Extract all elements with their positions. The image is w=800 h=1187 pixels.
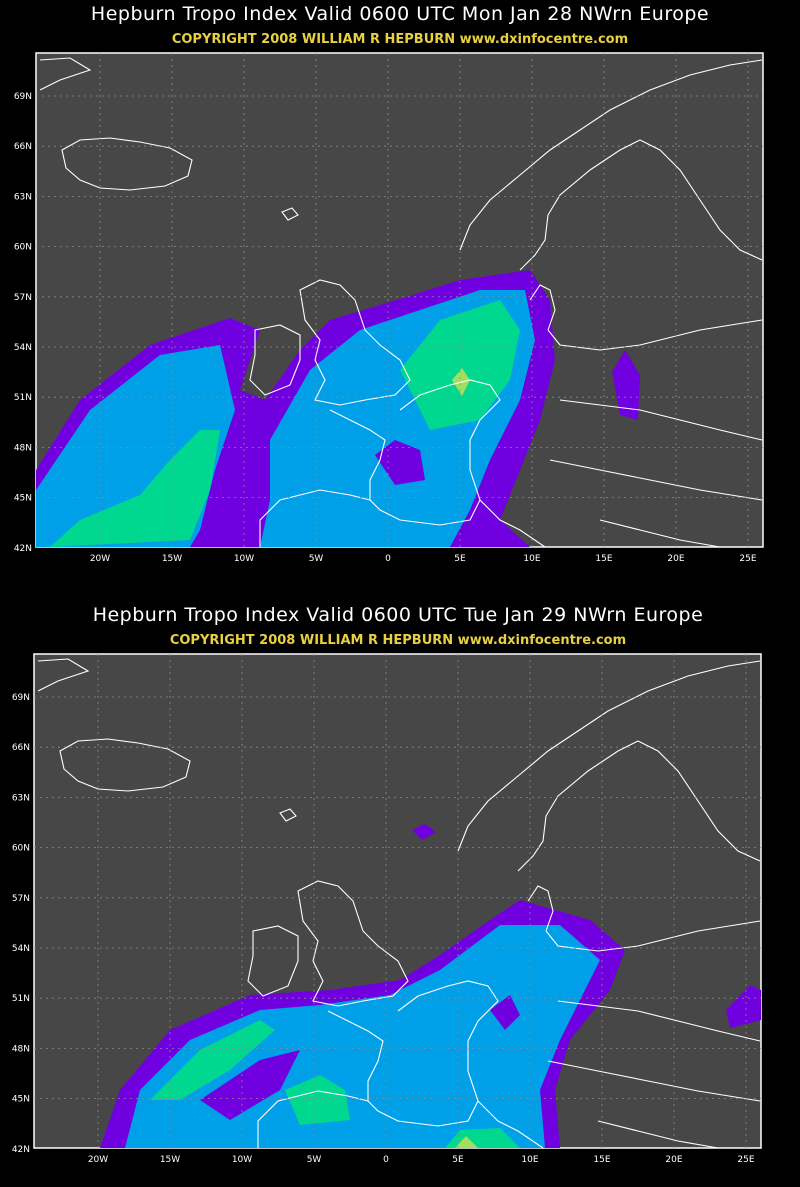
lon-label: 5E — [454, 554, 466, 564]
lat-label: 69N — [14, 92, 32, 102]
lat-label: 66N — [12, 743, 30, 753]
lat-label: 42N — [12, 1145, 30, 1155]
lon-label: 15W — [162, 554, 182, 564]
lat-label: 45N — [14, 494, 32, 504]
lon-label: 0 — [383, 1155, 389, 1165]
lon-label: 25E — [737, 1155, 754, 1165]
lon-label: 10W — [234, 554, 254, 564]
copyright: COPYRIGHT 2008 WILLIAM R HEPBURN www.dxi… — [170, 633, 626, 648]
lon-label: 15E — [593, 1155, 610, 1165]
lon-label: 10W — [232, 1155, 252, 1165]
lat-label: 51N — [12, 994, 30, 1004]
lon-label: 5W — [307, 1155, 322, 1165]
panel-title: Hepburn Tropo Index Valid 0600 UTC Tue J… — [93, 604, 704, 626]
lat-label: 63N — [12, 793, 30, 803]
lon-label: 15W — [160, 1155, 180, 1165]
lon-label: 5E — [452, 1155, 464, 1165]
panel-title: Hepburn Tropo Index Valid 0600 UTC Mon J… — [91, 3, 709, 25]
lon-label: 5W — [309, 554, 324, 564]
contours — [36, 270, 640, 547]
contours — [100, 824, 761, 1148]
lon-label: 20W — [90, 554, 110, 564]
panel: Hepburn Tropo Index Valid 0600 UTC Tue J… — [33, 604, 762, 1149]
lat-label: 63N — [14, 192, 32, 202]
lat-label: 42N — [14, 544, 32, 554]
lon-label: 0 — [385, 554, 391, 564]
lon-label: 20E — [665, 1155, 682, 1165]
lat-label: 57N — [14, 293, 32, 303]
lat-label: 54N — [12, 944, 30, 954]
lat-label: 69N — [12, 693, 30, 703]
lon-label: 10E — [521, 1155, 538, 1165]
lat-label: 48N — [14, 443, 32, 453]
lat-label: 57N — [12, 894, 30, 904]
lon-label: 20W — [88, 1155, 108, 1165]
lat-label: 66N — [14, 142, 32, 152]
lat-label: 60N — [12, 844, 30, 854]
copyright: COPYRIGHT 2008 WILLIAM R HEPBURN www.dxi… — [172, 32, 628, 47]
panel: Hepburn Tropo Index Valid 0600 UTC Mon J… — [35, 3, 764, 548]
lon-label: 20E — [667, 554, 684, 564]
lon-label: 10E — [523, 554, 540, 564]
lon-label: 25E — [739, 554, 756, 564]
lat-label: 60N — [14, 243, 32, 253]
lat-label: 51N — [14, 393, 32, 403]
lat-label: 54N — [14, 343, 32, 353]
lat-label: 48N — [12, 1044, 30, 1054]
lon-label: 15E — [595, 554, 612, 564]
lat-label: 45N — [12, 1095, 30, 1105]
